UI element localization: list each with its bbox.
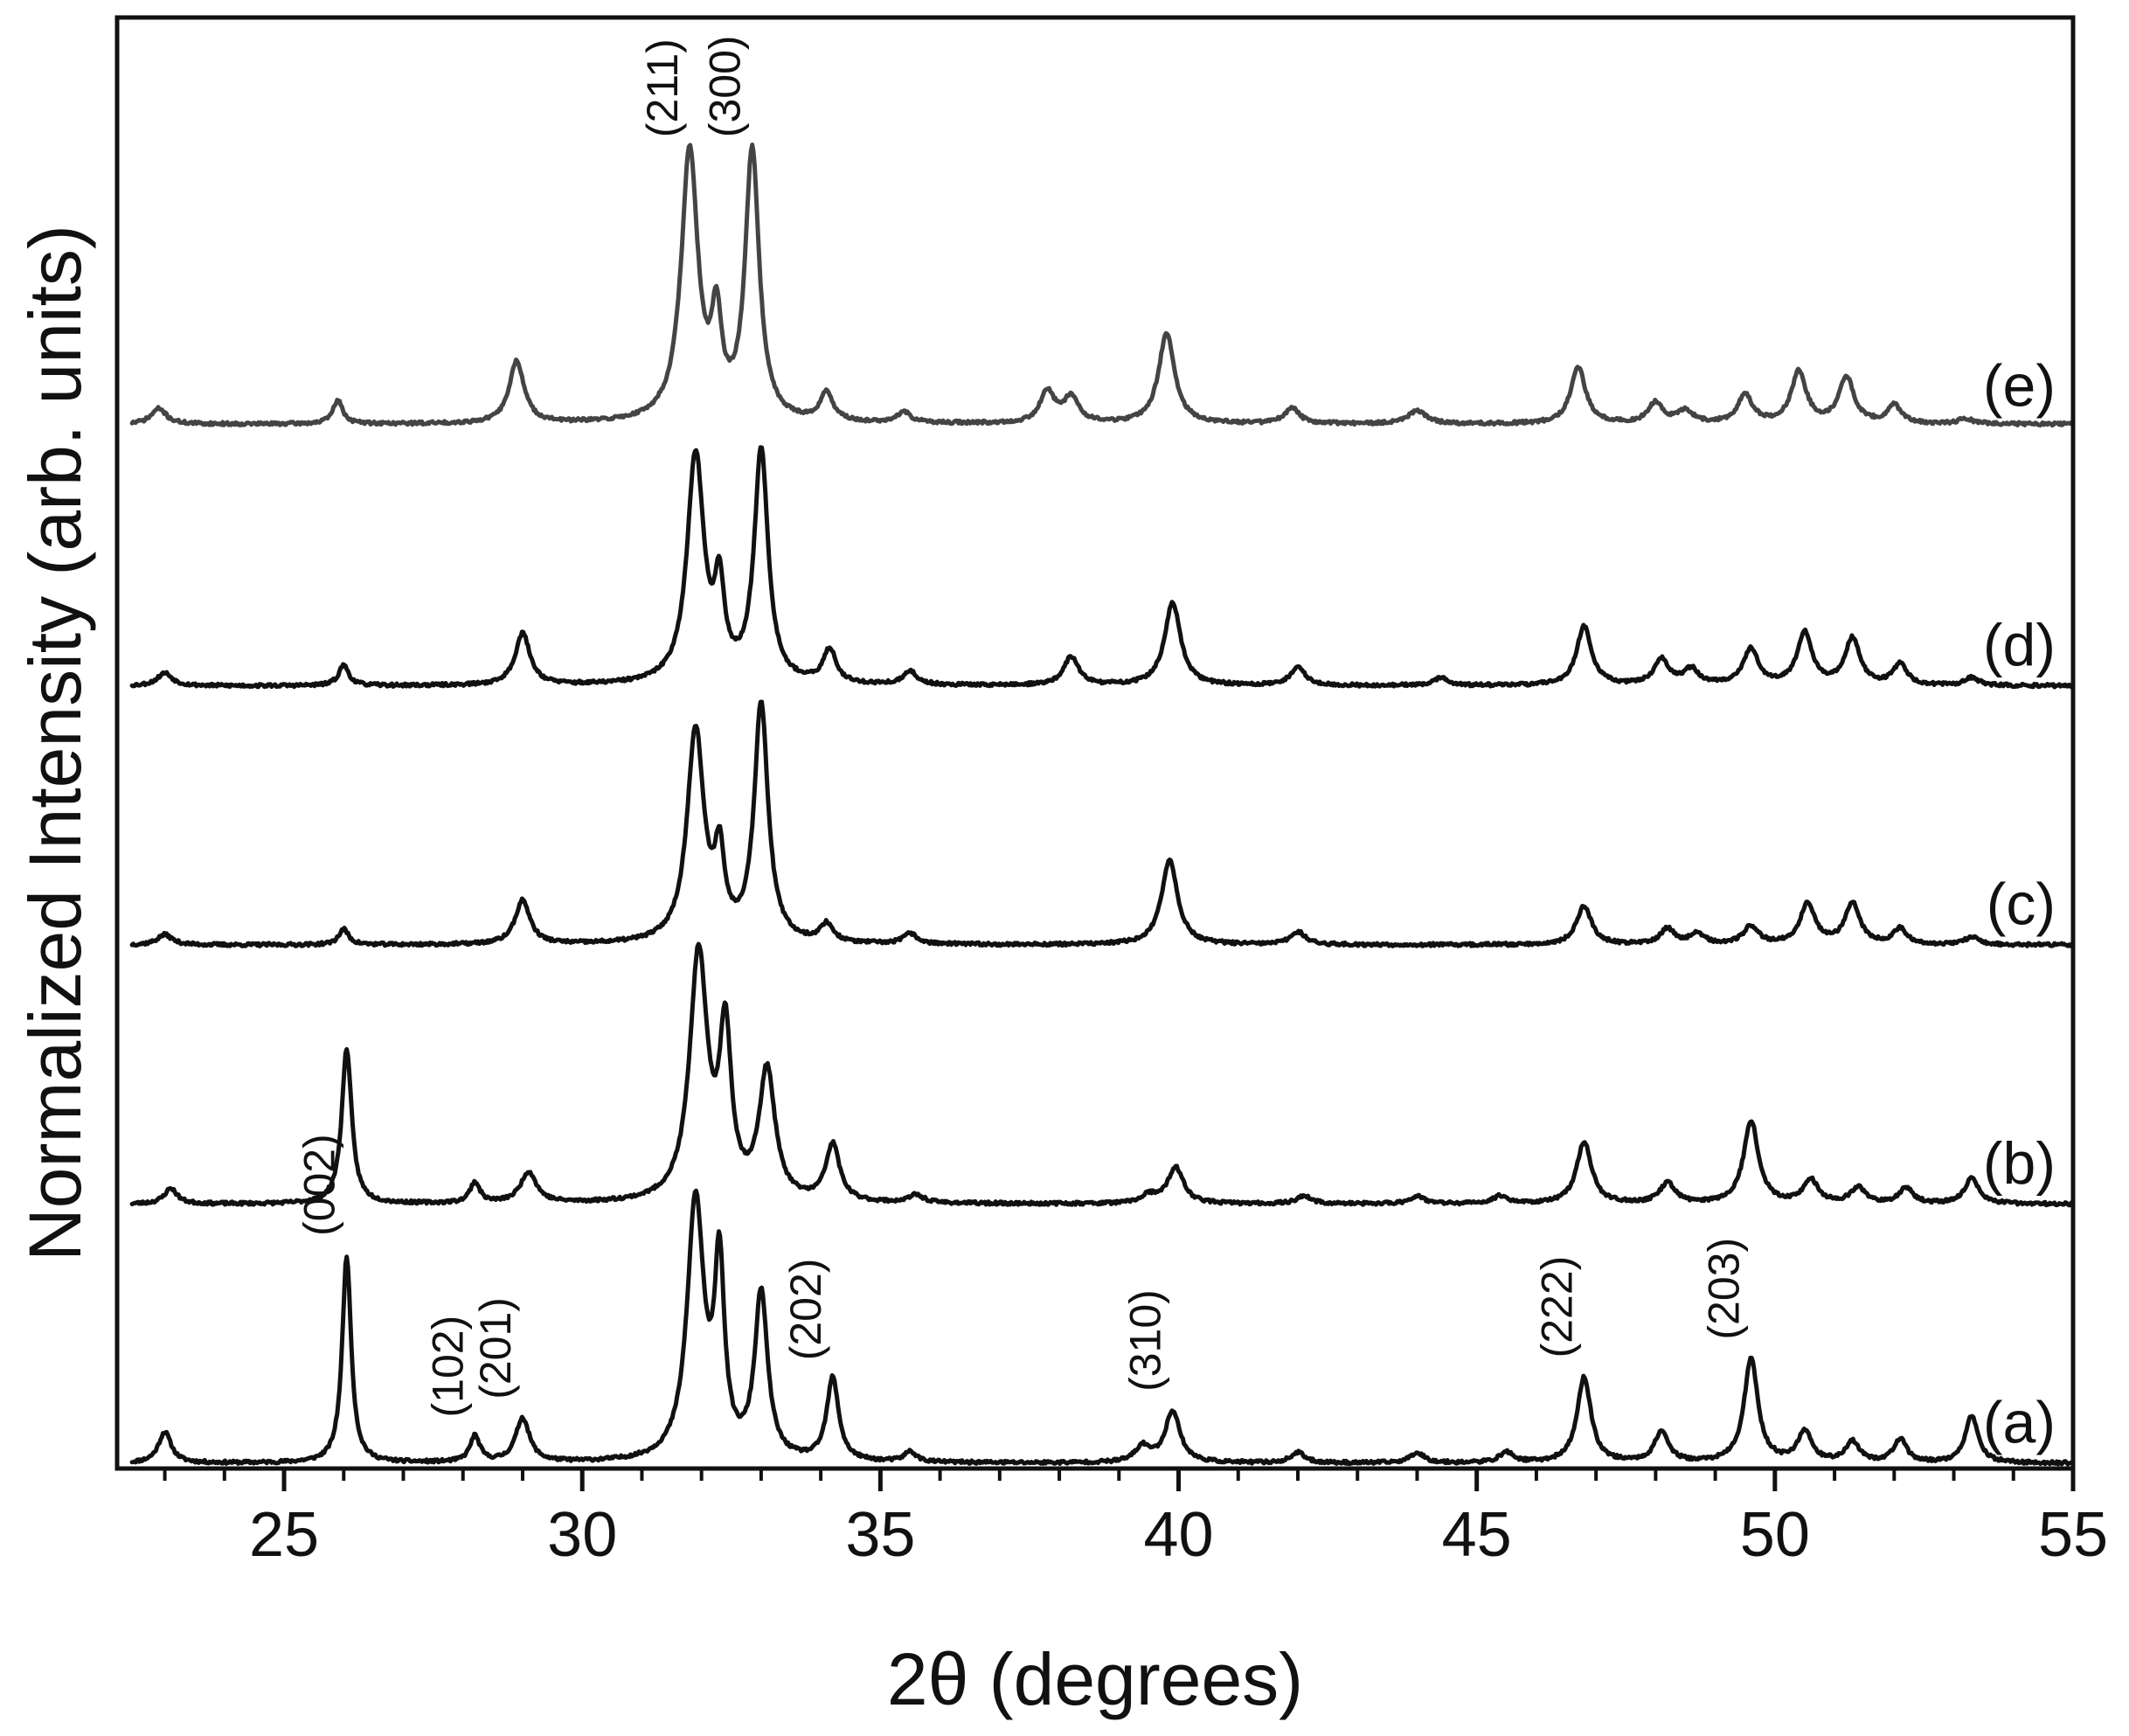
trace-label-b: (b) (1983, 1130, 2056, 1197)
x-tick-label: 45 (1442, 1500, 1512, 1570)
trace-label-e: (e) (1983, 353, 2056, 420)
peak-label: (310) (1121, 1289, 1170, 1392)
x-axis-title: 2θ (degrees) (887, 1638, 1303, 1720)
x-axis-tick-labels: 25 30 35 40 45 50 55 (249, 1500, 2108, 1570)
peak-label: (102) (423, 1316, 472, 1418)
peak-label: (222) (1533, 1256, 1582, 1358)
series-line-d (129, 445, 2075, 690)
x-tick-label: 25 (249, 1500, 319, 1570)
label-layer: (a) (b) (c) (d) (e) (002) (102)(201) (202) (310)… (295, 35, 2056, 1455)
peak-label: (203) (1700, 1238, 1749, 1340)
x-axis-ticks (163, 1469, 2076, 1491)
trace-label-d: (d) (1983, 612, 2056, 678)
peak-label: (201) (471, 1297, 520, 1399)
x-tick-label: 35 (845, 1500, 915, 1570)
trace-label-a: (a) (1983, 1389, 2056, 1455)
series-line-c (129, 699, 2075, 948)
peak-label: (211) (638, 38, 687, 137)
x-tick-label: 50 (1740, 1500, 1810, 1570)
peak-label: (202) (781, 1259, 830, 1361)
x-tick-label: 40 (1143, 1500, 1213, 1570)
y-axis-title: Normalized Intensity (arb. units) (14, 225, 96, 1261)
plot-frame (114, 15, 2076, 1471)
trace-label-c: (c) (1987, 871, 2056, 938)
x-tick-label: 55 (2038, 1500, 2108, 1570)
x-tick-label: 30 (547, 1500, 617, 1570)
series-line-b (129, 941, 2075, 1208)
series-line-a (129, 1188, 2075, 1467)
series-layer (129, 142, 2075, 1467)
series-line-e (129, 142, 2075, 428)
peak-label: (300) (701, 35, 750, 137)
peak-label: (002) (295, 1134, 344, 1236)
